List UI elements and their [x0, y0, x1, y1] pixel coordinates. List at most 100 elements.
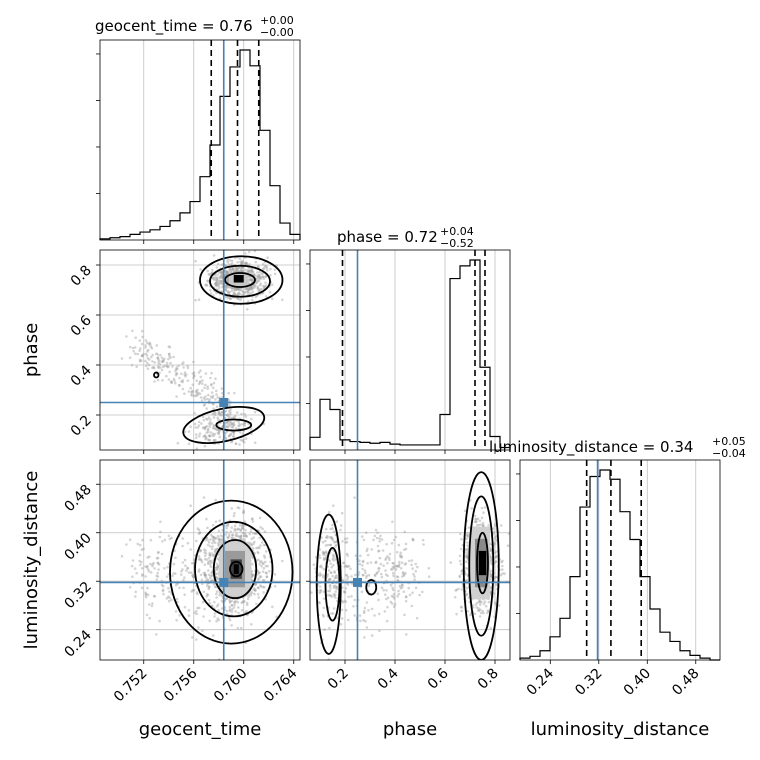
sample-point [192, 575, 195, 579]
sample-point [204, 538, 207, 542]
sample-point [323, 628, 326, 631]
sample-point [324, 554, 328, 558]
sample-point [236, 287, 240, 291]
sample-point [206, 279, 209, 283]
sample-point [209, 545, 212, 548]
sample-point [466, 547, 470, 551]
sample-point [230, 599, 233, 603]
sample-point [237, 297, 240, 300]
sample-point [204, 426, 207, 429]
sample-point [210, 383, 213, 386]
sample-point [334, 576, 337, 579]
sample-point [212, 553, 215, 557]
sample-point [344, 573, 348, 577]
sample-point [241, 600, 244, 604]
sample-point [347, 595, 351, 599]
sample-point [501, 559, 504, 563]
sample-point [271, 297, 274, 301]
sample-point [227, 391, 230, 395]
sample-point [204, 435, 208, 439]
sample-point [331, 612, 335, 615]
title-geocent-time-main: geocent_time = 0.76 [95, 17, 253, 36]
sample-point [189, 386, 192, 390]
sample-point [500, 560, 503, 564]
sample-point [398, 563, 401, 566]
sample-point [493, 551, 497, 555]
sample-point [271, 605, 274, 609]
sample-point [203, 548, 206, 551]
sample-point [231, 268, 235, 271]
sample-point [218, 279, 222, 282]
sample-point [167, 357, 170, 361]
sample-point [217, 618, 220, 622]
sample-point [194, 426, 197, 429]
sample-point [214, 520, 218, 524]
sample-point [225, 295, 228, 299]
sample-point [220, 607, 224, 610]
sample-point [198, 392, 202, 396]
sample-point [207, 422, 211, 425]
sample-point [209, 431, 213, 434]
sample-point [210, 371, 213, 375]
sample-point [342, 590, 346, 593]
sample-point [216, 603, 220, 606]
panel-frame [99, 39, 301, 241]
sample-point [405, 633, 408, 636]
sample-point [334, 543, 338, 547]
sample-point [218, 411, 221, 415]
sample-point [465, 553, 469, 557]
sample-point [182, 361, 185, 364]
sample-point [220, 387, 224, 390]
sample-point [208, 435, 212, 438]
sample-point [273, 573, 277, 576]
sample-point [362, 618, 365, 622]
contour-2 [212, 539, 258, 600]
sample-point [208, 398, 211, 401]
sample-point [233, 293, 237, 296]
sample-point [256, 285, 259, 289]
sample-point [183, 558, 187, 562]
sample-point [174, 381, 177, 385]
contour-4 [215, 418, 253, 432]
sample-point [385, 542, 388, 546]
sample-point [236, 527, 240, 531]
sample-point [241, 439, 244, 443]
sample-point [312, 563, 316, 566]
sample-point [404, 562, 408, 565]
sample-point [476, 517, 480, 520]
sample-point [382, 564, 385, 567]
sample-point [252, 531, 255, 535]
sample-point [190, 590, 193, 593]
sample-point [332, 607, 336, 610]
sample-point [201, 415, 205, 419]
sample-point [489, 626, 493, 630]
sample-point [225, 420, 229, 424]
sample-point [318, 572, 322, 575]
sample-point [401, 571, 405, 574]
sample-point [365, 574, 369, 578]
sample-point [155, 578, 159, 581]
sample-point [329, 594, 332, 598]
sample-point [400, 556, 404, 559]
sample-point [146, 361, 149, 365]
sample-point [243, 412, 246, 416]
sample-point [267, 569, 271, 573]
sample-point [165, 364, 169, 368]
sample-point [215, 619, 218, 623]
sample-point [335, 586, 338, 589]
sample-point [156, 561, 159, 564]
sample-point [380, 575, 384, 579]
sample-point [242, 599, 245, 603]
sample-point [214, 549, 217, 552]
sample-point [264, 275, 267, 278]
sample-point [197, 568, 201, 571]
sample-point [473, 514, 477, 518]
sample-point [219, 539, 222, 542]
sample-point [157, 359, 161, 363]
contour-0 [199, 255, 284, 305]
sample-point [175, 618, 178, 622]
sample-point [398, 553, 402, 557]
sample-point [146, 357, 149, 360]
sample-point [224, 436, 228, 440]
sample-point [391, 586, 394, 590]
